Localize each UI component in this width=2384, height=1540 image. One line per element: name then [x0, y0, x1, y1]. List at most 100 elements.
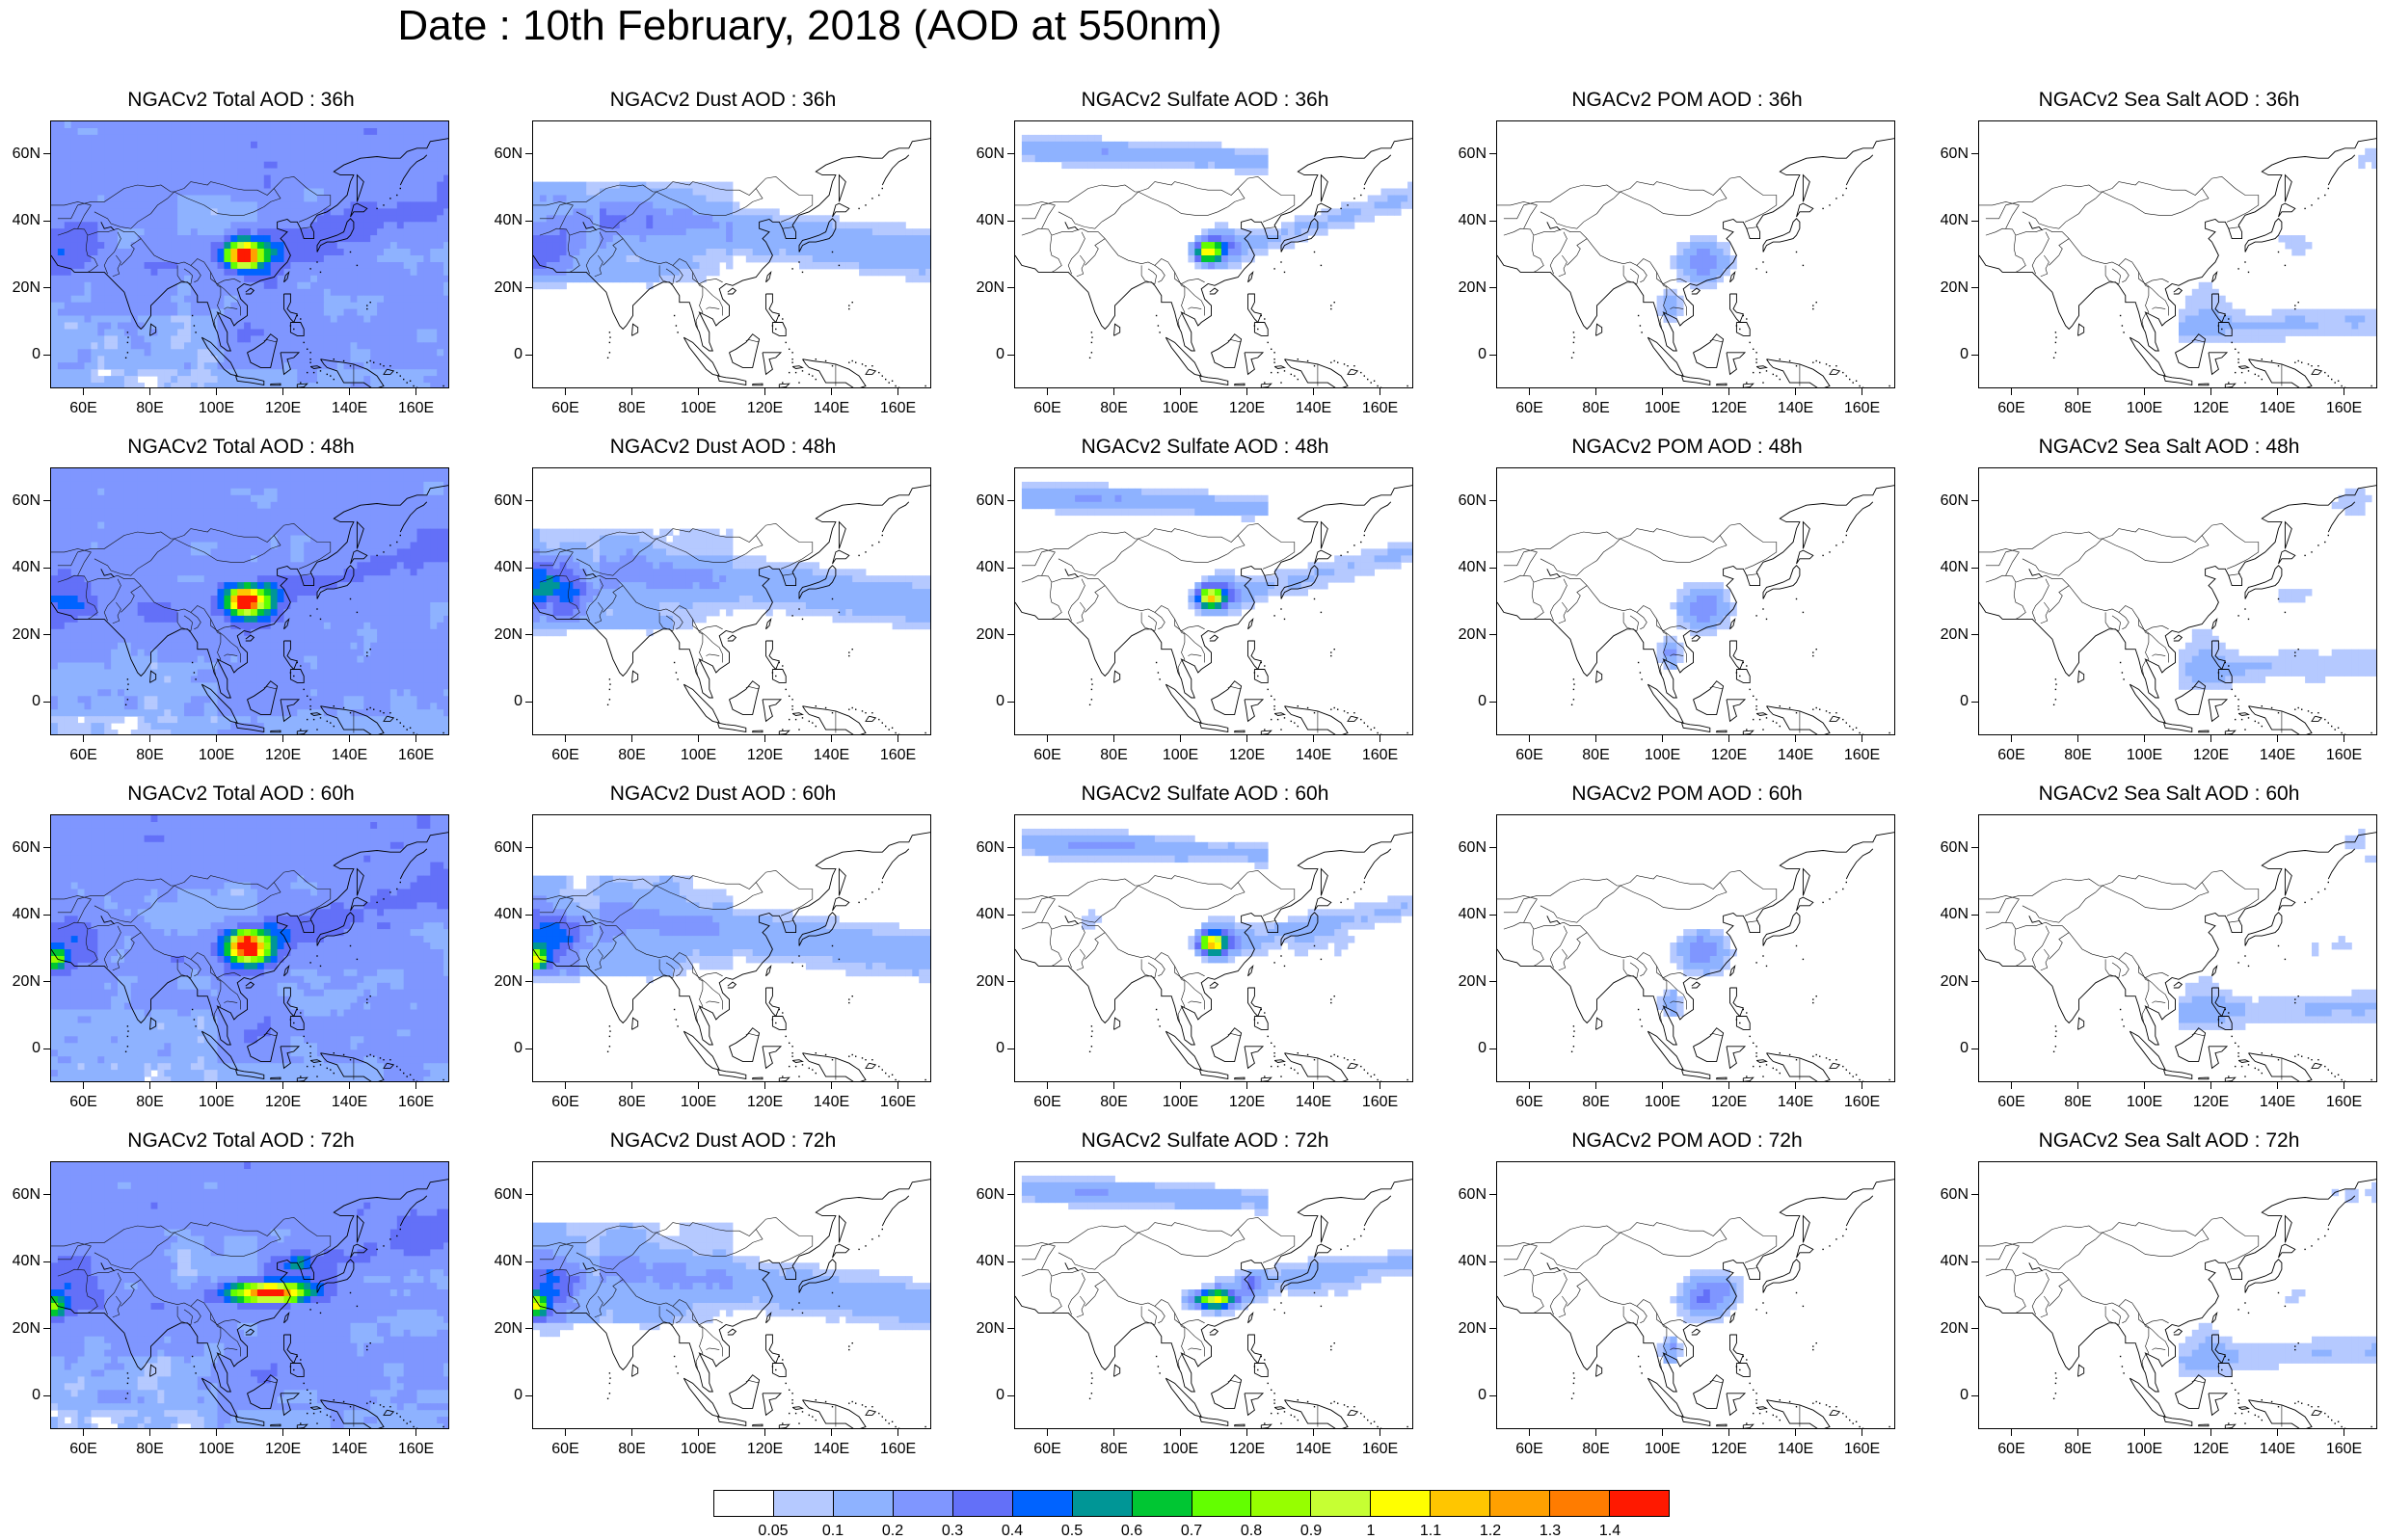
x-tick-label: 140E	[808, 1094, 856, 1111]
x-tick-label: 100E	[1639, 1094, 1687, 1111]
colorbar-label: 0.05	[749, 1523, 797, 1540]
y-tick-mark	[1489, 847, 1496, 848]
aod-field	[533, 182, 931, 290]
y-tick-mark	[43, 568, 50, 569]
aod-field	[2179, 148, 2377, 343]
x-tick-mark	[1529, 1082, 1530, 1089]
y-tick-label: 60N	[1448, 1186, 1487, 1204]
x-tick-label: 120E	[2187, 400, 2236, 417]
y-tick-mark	[1971, 634, 1978, 635]
aod-map	[1015, 468, 1413, 735]
aod-map	[1497, 815, 1895, 1082]
map-plot-area	[1496, 1161, 1895, 1429]
colorbar-label: 0.3	[928, 1523, 977, 1540]
x-tick-label: 160E	[1356, 1441, 1405, 1458]
panel-title: NGACv2 POM AOD : 48h	[1446, 436, 1928, 459]
y-tick-label: 0	[1930, 693, 1969, 710]
map-plot-area	[532, 120, 931, 388]
y-tick-label: 60N	[966, 492, 1004, 510]
x-tick-label: 160E	[874, 400, 923, 417]
map-plot-area	[532, 1161, 931, 1429]
y-tick-label: 40N	[2, 212, 40, 229]
x-tick-label: 160E	[1356, 400, 1405, 417]
x-tick-label: 80E	[2054, 1441, 2103, 1458]
x-tick-mark	[764, 1429, 765, 1436]
x-tick-label: 80E	[1090, 1094, 1138, 1111]
x-tick-mark	[415, 388, 416, 395]
x-tick-label: 120E	[1705, 1094, 1754, 1111]
x-tick-mark	[1595, 1429, 1596, 1436]
x-tick-mark	[2210, 735, 2211, 742]
x-tick-mark	[1728, 388, 1729, 395]
x-tick-mark	[698, 1429, 699, 1436]
y-tick-label: 40N	[1930, 1253, 1969, 1270]
x-tick-mark	[565, 1429, 566, 1436]
y-tick-label: 40N	[484, 212, 522, 229]
country-borders	[1015, 176, 1318, 385]
y-tick-mark	[1007, 500, 1014, 501]
x-tick-mark	[2277, 735, 2278, 742]
aod-field	[1022, 829, 1413, 964]
aod-map	[1015, 815, 1413, 1082]
x-tick-label: 120E	[741, 1094, 790, 1111]
x-tick-label: 80E	[1090, 1441, 1138, 1458]
small-islands	[2053, 1229, 2372, 1429]
aod-map	[51, 468, 449, 735]
x-tick-mark	[216, 1429, 217, 1436]
y-tick-mark	[1489, 702, 1496, 703]
aod-field	[2179, 489, 2377, 690]
panel-title: NGACv2 POM AOD : 36h	[1446, 89, 1928, 112]
x-tick-mark	[2277, 1429, 2278, 1436]
y-tick-mark	[1971, 287, 1978, 288]
panel-title: NGACv2 Total AOD : 48h	[0, 436, 482, 459]
y-tick-mark	[43, 1395, 50, 1396]
x-tick-label: 100E	[1157, 1094, 1205, 1111]
y-tick-mark	[1489, 1328, 1496, 1329]
y-tick-label: 60N	[1930, 1186, 1969, 1204]
x-tick-mark	[83, 1429, 84, 1436]
x-tick-mark	[1662, 735, 1663, 742]
y-tick-mark	[525, 287, 532, 288]
panel-title: NGACv2 POM AOD : 60h	[1446, 783, 1928, 806]
aod-field	[1657, 235, 1737, 323]
x-tick-mark	[349, 735, 350, 742]
y-tick-mark	[1971, 1328, 1978, 1329]
x-tick-mark	[1246, 388, 1247, 395]
aod-map	[533, 121, 931, 388]
y-tick-label: 0	[1448, 693, 1487, 710]
x-tick-label: 140E	[326, 747, 374, 764]
x-tick-label: 120E	[741, 400, 790, 417]
map-plot-area	[532, 814, 931, 1082]
y-tick-mark	[43, 500, 50, 501]
x-tick-mark	[631, 388, 632, 395]
colorbar-label: 0.5	[1048, 1523, 1096, 1540]
x-tick-label: 60E	[60, 1441, 108, 1458]
x-tick-mark	[149, 1429, 150, 1436]
x-tick-label: 100E	[2121, 1094, 2169, 1111]
x-tick-mark	[2011, 1429, 2012, 1436]
y-tick-mark	[43, 981, 50, 982]
x-tick-label: 140E	[808, 1441, 856, 1458]
country-borders	[1497, 523, 1800, 732]
map-plot-area	[532, 467, 931, 735]
x-tick-mark	[83, 388, 84, 395]
y-tick-mark	[43, 1261, 50, 1262]
x-tick-label: 60E	[1988, 1441, 2036, 1458]
x-tick-mark	[631, 1429, 632, 1436]
y-tick-mark	[1489, 1194, 1496, 1195]
x-tick-label: 140E	[326, 400, 374, 417]
y-tick-label: 60N	[2, 839, 40, 857]
y-tick-mark	[43, 153, 50, 154]
y-tick-label: 40N	[966, 212, 1004, 229]
colorbar-label: 1.2	[1466, 1523, 1514, 1540]
x-tick-mark	[216, 735, 217, 742]
x-tick-mark	[1047, 735, 1048, 742]
y-tick-mark	[525, 153, 532, 154]
